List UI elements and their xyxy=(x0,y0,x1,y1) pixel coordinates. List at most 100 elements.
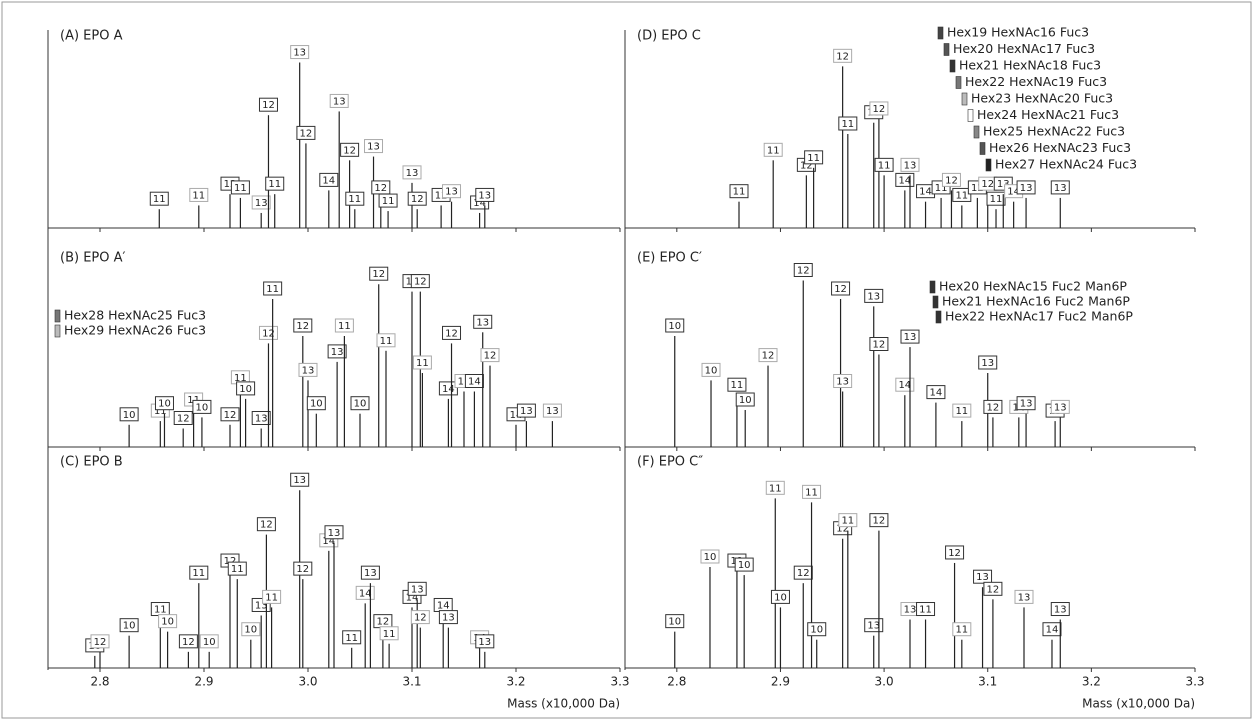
legend-entry: Hex27 HexNAc24 Fuc3 xyxy=(995,157,1137,172)
peak-label-box xyxy=(475,187,495,202)
peak-label-box xyxy=(360,565,380,580)
panel-title: (F) EPO C″ xyxy=(637,455,703,470)
peak-label-box xyxy=(763,142,783,157)
peak-label-box xyxy=(874,157,894,172)
peak-label: 13 xyxy=(904,160,917,171)
peak-label: 14 xyxy=(898,175,911,186)
peak-label: 14 xyxy=(437,600,450,611)
peak-label: 10 xyxy=(668,321,681,332)
peak-label: 14 xyxy=(322,175,335,186)
peak-label: 10 xyxy=(161,617,174,628)
peak-label: 11 xyxy=(458,377,471,388)
peak-label: 13 xyxy=(546,406,559,417)
peak-label-box xyxy=(236,381,256,396)
peak-label-box xyxy=(869,513,889,528)
peak-label-box xyxy=(700,549,720,564)
peak-label-box xyxy=(983,399,1003,414)
peak-label: 13 xyxy=(293,475,306,486)
peak-label-box xyxy=(296,125,316,140)
peak-label-box xyxy=(192,399,212,414)
peak-label-box xyxy=(864,288,884,303)
peak-label: 13 xyxy=(1054,183,1067,194)
legend-entry: Hex21 HexNAc16 Fuc2 Man6P xyxy=(942,294,1130,309)
peak-label: 12 xyxy=(296,564,309,575)
peak-label-box xyxy=(230,180,250,195)
peak-label: 14 xyxy=(919,187,932,198)
peak-label: 14 xyxy=(359,588,372,599)
peak-label: 13 xyxy=(333,96,346,107)
peak-label-box xyxy=(119,407,139,422)
peak-label-box xyxy=(241,622,261,637)
peak-label: 10 xyxy=(774,592,787,603)
x-tick-label: 3.1 xyxy=(402,675,421,689)
peak-label-box xyxy=(438,610,458,625)
peak-label: 12 xyxy=(224,410,237,421)
peak-label: 13 xyxy=(364,568,377,579)
peak-label-box xyxy=(293,561,313,576)
peak-label: 12 xyxy=(94,637,107,648)
legend-entry: Hex21 HexNAc18 Fuc3 xyxy=(959,58,1101,73)
peak-label: 13 xyxy=(904,332,917,343)
peak-label-box xyxy=(149,191,169,206)
peak-label: 12 xyxy=(797,266,810,277)
legend-marker xyxy=(961,92,968,106)
peak-label: 12 xyxy=(260,520,273,531)
peak-label-box xyxy=(1050,180,1070,195)
peak-label-box xyxy=(402,165,422,180)
peak-label: 12 xyxy=(873,104,886,115)
peak-label: 12 xyxy=(414,277,427,288)
peak-label-box xyxy=(864,618,884,633)
peak-label: 14 xyxy=(1046,625,1059,636)
peak-label-box xyxy=(251,411,271,425)
peak-label-box xyxy=(379,626,399,641)
peak-label: 12 xyxy=(948,548,961,559)
peak-label-box xyxy=(895,377,915,392)
peak-label-box xyxy=(154,396,174,411)
peak-label: 11 xyxy=(192,190,205,201)
peak-label: 10 xyxy=(810,625,823,636)
peak-label-box xyxy=(442,184,462,199)
legend-entry: Hex25 HexNAc22 Fuc3 xyxy=(983,124,1125,139)
peak-label-box xyxy=(833,48,853,63)
panel-title: (B) EPO A′ xyxy=(60,251,126,266)
peak-label-box xyxy=(342,630,362,645)
x-tick-label: 3.0 xyxy=(875,675,894,689)
peak-label: 13 xyxy=(411,584,424,595)
peak-label-box xyxy=(1042,622,1062,637)
peak-label-box xyxy=(833,374,853,388)
peak-label: 14 xyxy=(322,536,335,547)
peak-label-box xyxy=(734,557,754,572)
peak-label: 13 xyxy=(867,621,880,632)
peak-label-box xyxy=(376,333,396,348)
peak-label: 13 xyxy=(981,358,994,369)
peak-label-box xyxy=(1014,589,1034,604)
peak-label-box xyxy=(895,172,915,187)
peak-label: 11 xyxy=(733,187,746,198)
peak-label: 13 xyxy=(478,190,491,201)
peak-label: 10 xyxy=(123,621,136,632)
peak-label: 13 xyxy=(520,406,533,417)
peak-label: 12 xyxy=(343,145,356,156)
peak-label: 11 xyxy=(731,380,744,391)
x-tick-label: 2.9 xyxy=(194,675,213,689)
peak-label: 12 xyxy=(945,175,958,186)
legend-entry: Hex22 HexNAc17 Fuc2 Man6P xyxy=(945,309,1133,324)
peak-label: 12 xyxy=(797,568,810,579)
peak-label-box xyxy=(1016,180,1036,195)
peak-label: 11 xyxy=(154,406,167,417)
peak-label-box xyxy=(765,480,785,495)
peak-label-box xyxy=(1050,399,1070,414)
peak-label: 11 xyxy=(234,183,247,194)
peak-label: 10 xyxy=(738,560,751,571)
peak-label: 12 xyxy=(182,637,195,648)
peak-label-box xyxy=(665,614,685,629)
panel-title: (A) EPO A xyxy=(60,29,123,44)
peak-label: 11 xyxy=(268,179,281,190)
legend-entry: Hex22 HexNAc19 Fuc3 xyxy=(965,74,1107,89)
peak-label-box xyxy=(298,362,318,377)
peak-label: 11 xyxy=(154,605,167,616)
peak-label-box xyxy=(410,610,430,625)
peak-label: 13 xyxy=(445,187,458,198)
peak-label-box xyxy=(438,381,458,396)
